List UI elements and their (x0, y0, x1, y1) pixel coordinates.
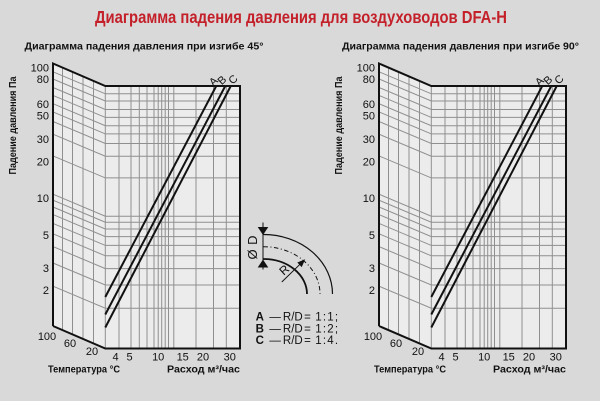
svg-text:Диаграмма падения давления при: Диаграмма падения давления при изгибе 45… (25, 41, 264, 53)
svg-text:ØD: ØD (245, 236, 260, 260)
svg-text:R: R (276, 262, 292, 278)
svg-text:Диаграмма падения давления при: Диаграмма падения давления при изгибе 90… (342, 41, 579, 53)
svg-text:Диаграмма падения давления для: Диаграмма падения давления для воздухово… (95, 7, 507, 27)
svg-text:C—R/D=1:4.: C — R/D= 1:4. (256, 335, 339, 347)
svg-text:B—R/D=1:2;: B — R/D= 1:2; (256, 323, 339, 335)
svg-text:A—R/D=1:1;: A — R/D= 1:1; (256, 311, 339, 323)
